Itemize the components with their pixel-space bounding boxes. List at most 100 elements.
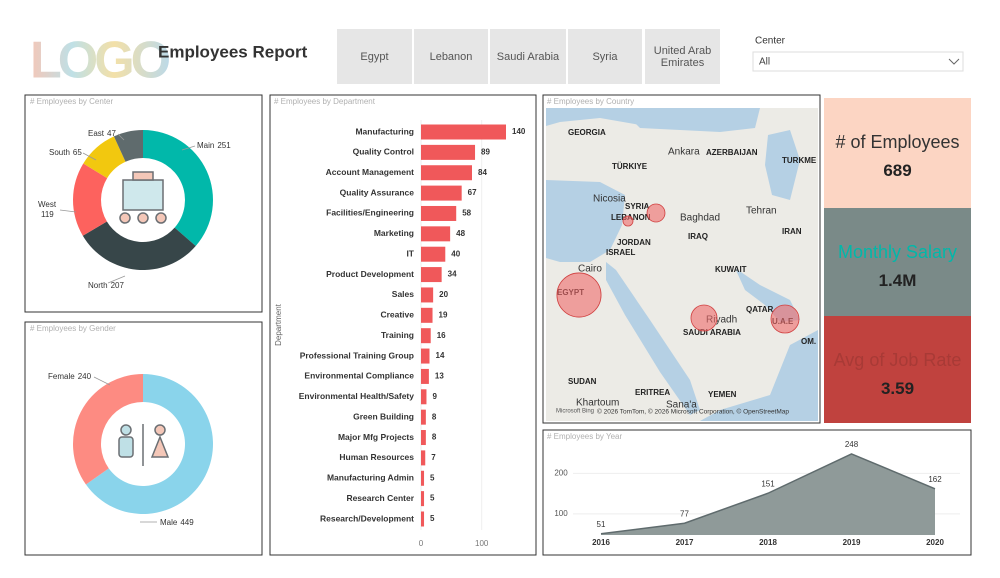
bar	[421, 511, 425, 527]
data-label: 48	[456, 229, 465, 238]
data-label: 19	[439, 310, 448, 319]
data-label: 77	[680, 509, 689, 518]
leader-line	[93, 376, 111, 386]
map-label: AZERBAIJAN	[706, 148, 758, 157]
map-label: TÜRKIYE	[612, 162, 648, 171]
category-label: Creative	[380, 310, 414, 320]
map-label: ERITREA	[635, 388, 670, 397]
slicer-box[interactable]	[752, 51, 964, 72]
data-label: 7	[431, 453, 436, 462]
kpi-value: 1.4M	[878, 271, 917, 290]
chevron	[948, 58, 960, 65]
kpi-card	[824, 98, 971, 208]
map-base	[546, 108, 818, 421]
map-label: Riyadh	[706, 315, 737, 326]
map-label: Nicosia	[593, 194, 626, 205]
bar	[421, 185, 462, 201]
category-label: Facilities/Engineering	[326, 208, 414, 218]
data-label: North 207	[88, 281, 124, 290]
label-value: 240	[78, 372, 92, 381]
map-label: KUWAIT	[715, 265, 747, 274]
map-label: JORDAN	[617, 238, 651, 247]
building-icon	[119, 171, 167, 224]
category-label: Training	[381, 330, 414, 340]
data-label: 151	[761, 479, 775, 488]
data-label: 20	[439, 290, 448, 299]
bar	[421, 389, 427, 405]
kpi: Monthly Salary 1.4M	[824, 208, 971, 316]
data-label: 89	[481, 147, 490, 156]
map-label: Tehran	[746, 206, 777, 217]
data-label: Female 240	[48, 372, 92, 381]
bar	[421, 409, 426, 425]
country-button[interactable]: Syria	[568, 29, 642, 84]
label-value: 65	[73, 148, 82, 157]
bubble	[770, 304, 800, 334]
map-label: QATAR	[746, 305, 773, 314]
area	[601, 453, 935, 535]
data-label: Main 251	[197, 141, 231, 150]
data-label: 9	[432, 392, 437, 401]
map-label: SAUDI ARABIA	[683, 328, 741, 337]
country-button[interactable]: Egypt	[337, 29, 412, 84]
data-label: 14	[436, 351, 445, 360]
country-button[interactable]: Lebanon	[414, 29, 488, 84]
label-value: 119	[41, 210, 54, 219]
kpi-value: 689	[883, 161, 912, 180]
label-category: East	[88, 129, 105, 138]
bar	[421, 144, 476, 160]
kpi-title: # of Employees	[835, 132, 960, 152]
chart-title: # Employees by Year	[547, 432, 622, 441]
chart-title: # Employees by Country	[547, 97, 634, 106]
panel	[542, 429, 972, 556]
data-label: 51	[597, 520, 606, 529]
country-button[interactable]: United Arab Emirates	[645, 29, 720, 84]
category-label: Account Management	[326, 167, 414, 177]
map-source: Microsoft Bing	[556, 409, 594, 415]
report-title: Employees Report	[158, 42, 308, 61]
data-label: 84	[478, 168, 487, 177]
bar	[421, 124, 506, 140]
label-value: 47	[107, 129, 116, 138]
map-attribution: © 2026 TomTom, © 2026 Microsoft Corporat…	[597, 408, 789, 416]
chart-title: # Employees by Gender	[30, 324, 116, 333]
kpi-title: Monthly Salary	[837, 242, 958, 262]
x-tick-label: 100	[475, 539, 489, 548]
label-category: Male	[160, 518, 178, 527]
chart-title: # Employees by Department	[274, 97, 376, 106]
data-label: South 65	[49, 148, 82, 157]
x-tick-label: 2017	[676, 538, 694, 547]
donut-slice	[143, 130, 213, 247]
map-label: Ankara	[668, 147, 700, 158]
data-label: 5	[430, 514, 435, 523]
bar	[421, 328, 431, 344]
panel	[24, 321, 263, 556]
panel	[542, 94, 821, 424]
map-label: IRAQ	[688, 232, 708, 241]
bar	[421, 307, 433, 323]
data-label: 140	[512, 127, 526, 136]
axis-title: Department	[274, 303, 283, 346]
label-category: Female	[48, 372, 75, 381]
bar	[421, 450, 426, 466]
bubble	[622, 215, 634, 227]
label-category: West	[38, 200, 57, 209]
bubble	[646, 203, 666, 223]
data-label: 162	[928, 475, 942, 484]
panel	[269, 94, 537, 556]
bar	[421, 226, 451, 242]
map-label: ISRAEL	[606, 248, 635, 257]
kpi-card	[824, 316, 971, 423]
data-label: 34	[448, 270, 457, 279]
leader-line	[82, 152, 97, 161]
category-label: Quality Assurance	[340, 187, 415, 197]
donut-slice	[85, 374, 213, 515]
label-category: North	[88, 281, 108, 290]
country-button[interactable]: Saudi Arabia	[490, 29, 566, 84]
donut-slice	[113, 130, 143, 162]
map-label: GEORGIA	[568, 128, 606, 137]
bar	[421, 491, 425, 507]
kpi-title: Avg of Job Rate	[833, 350, 962, 370]
x-tick-label: 2018	[759, 538, 777, 547]
bar	[421, 287, 434, 303]
